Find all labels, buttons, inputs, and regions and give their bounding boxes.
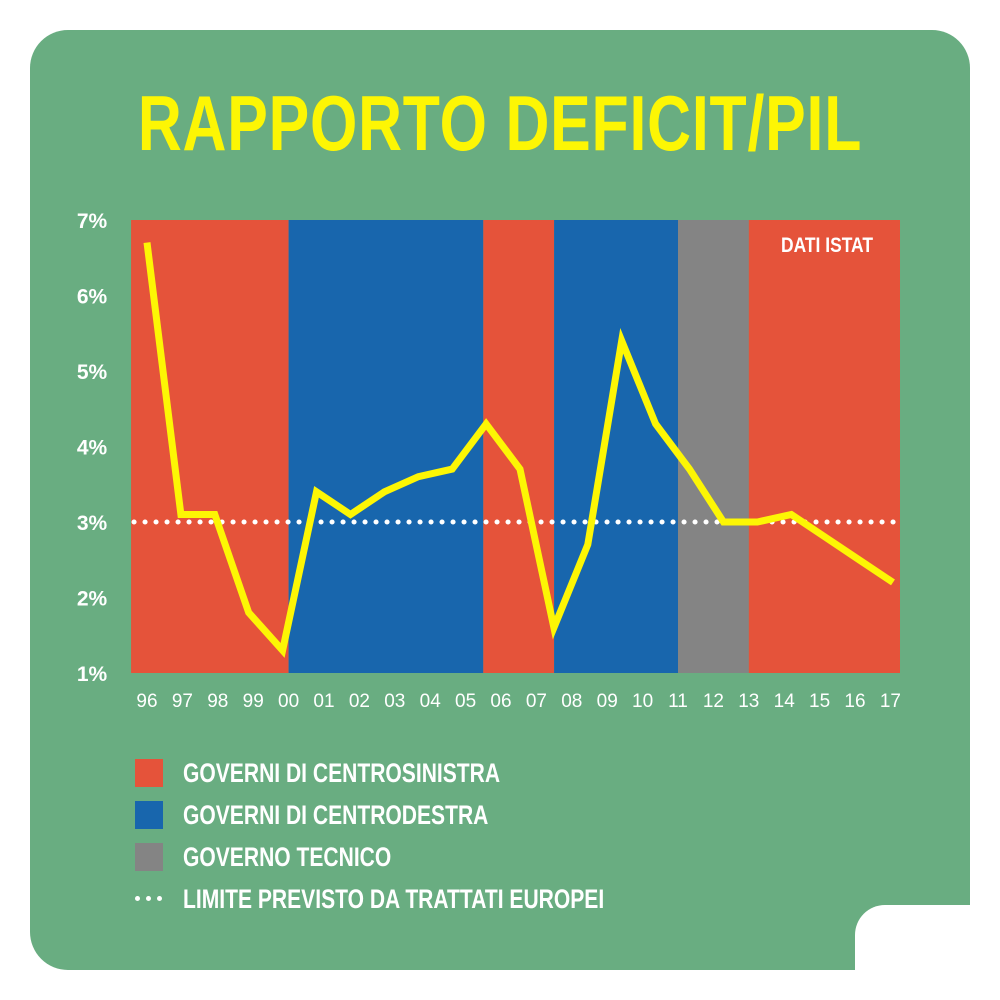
x-tick-label: 16 (844, 691, 865, 712)
x-tick-label: 10 (632, 691, 653, 712)
pd-logo (870, 919, 954, 981)
deficit-chart: 1% 2% 3% 4% 5% 6% 7% 96 97 98 99 00 01 02 03 04 05 06 07 0… (77, 210, 903, 712)
x-tick-label: 15 (809, 691, 830, 712)
period-band-tecnico (678, 220, 749, 673)
x-tick-label: 05 (455, 691, 476, 712)
legend-label-centrosinistra: GOVERNI DI CENTROSINISTRA (183, 757, 501, 788)
y-axis-ticks: 1% 2% 3% 4% 5% 6% 7% (77, 210, 108, 686)
source-note: DATI ISTAT (781, 234, 873, 257)
y-tick-label: 7% (77, 210, 108, 233)
x-tick-label: 02 (349, 691, 370, 712)
x-tick-label: 17 (880, 691, 901, 712)
legend-item-centrodestra: GOVERNI DI CENTRODESTRA (135, 794, 723, 836)
y-tick-label: 3% (77, 512, 108, 535)
x-tick-label: 14 (774, 691, 796, 712)
x-tick-label: 11 (668, 691, 688, 712)
x-tick-label: 00 (278, 691, 299, 712)
legend-swatch-centrodestra (135, 801, 163, 829)
y-tick-label: 2% (77, 588, 108, 611)
x-tick-label: 99 (243, 691, 264, 712)
x-tick-label: 96 (136, 691, 157, 712)
y-tick-label: 5% (77, 361, 108, 384)
period-band-centrosinistra (483, 220, 555, 673)
legend-item-limit: LIMITE PREVISTO DA TRATTATI EUROPEI (135, 878, 723, 920)
legend-label-limit: LIMITE PREVISTO DA TRATTATI EUROPEI (183, 883, 605, 914)
x-tick-label: 08 (561, 691, 582, 712)
legend-item-centrosinistra: GOVERNI DI CENTROSINISTRA (135, 752, 723, 794)
x-tick-label: 04 (420, 691, 442, 712)
x-tick-label: 06 (490, 691, 511, 712)
y-tick-label: 6% (77, 286, 108, 309)
x-tick-label: 13 (738, 691, 759, 712)
legend-item-tecnico: GOVERNO TECNICO (135, 836, 723, 878)
chart-title: RAPPORTO DEFICIT/PIL (137, 79, 863, 167)
y-tick-label: 1% (77, 663, 108, 686)
period-band-centrosinistra (131, 220, 289, 673)
x-tick-label: 98 (207, 691, 228, 712)
legend: GOVERNI DI CENTROSINISTRA GOVERNI DI CEN… (135, 752, 723, 920)
legend-label-centrodestra: GOVERNI DI CENTRODESTRA (183, 799, 489, 830)
period-band-centrosinistra (748, 220, 900, 673)
legend-swatch-tecnico (135, 843, 163, 871)
government-period-bands (131, 220, 900, 673)
legend-dotted-line-icon (135, 885, 163, 913)
x-tick-label: 01 (313, 691, 334, 712)
x-tick-label: 03 (384, 691, 405, 712)
period-band-centrodestra (288, 220, 484, 673)
y-tick-label: 4% (77, 437, 108, 460)
x-tick-label: 12 (703, 691, 724, 712)
legend-label-tecnico: GOVERNO TECNICO (183, 841, 392, 872)
x-tick-label: 09 (597, 691, 618, 712)
period-band-centrodestra (554, 220, 678, 673)
x-tick-label: 97 (172, 691, 193, 712)
legend-swatch-centrosinistra (135, 759, 163, 787)
x-tick-label: 07 (526, 691, 547, 712)
x-axis-ticks: 96 97 98 99 00 01 02 03 04 05 06 07 08 09 10 11 12 13 14 15… (136, 691, 901, 712)
